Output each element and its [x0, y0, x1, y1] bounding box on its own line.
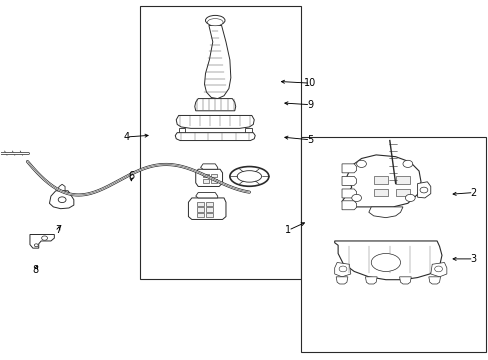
Text: 9: 9	[306, 100, 313, 110]
Polygon shape	[341, 164, 356, 173]
Text: 10: 10	[304, 78, 316, 88]
Bar	[206, 207, 213, 212]
Bar	[211, 174, 217, 177]
Circle shape	[405, 194, 414, 202]
Polygon shape	[194, 99, 235, 111]
Polygon shape	[335, 277, 347, 284]
Bar	[196, 202, 203, 206]
Polygon shape	[334, 262, 350, 277]
Polygon shape	[204, 26, 230, 99]
Circle shape	[34, 244, 38, 247]
Text: 6: 6	[128, 171, 134, 181]
Text: 2: 2	[469, 188, 476, 198]
Polygon shape	[178, 129, 184, 133]
Polygon shape	[195, 193, 217, 198]
Polygon shape	[195, 169, 222, 186]
Text: 7: 7	[55, 225, 61, 235]
Bar	[395, 176, 409, 184]
Polygon shape	[368, 207, 402, 218]
Bar	[203, 179, 208, 183]
Ellipse shape	[205, 15, 224, 26]
Polygon shape	[430, 262, 446, 277]
Text: 4: 4	[123, 132, 129, 142]
Text: 8: 8	[33, 265, 39, 275]
Polygon shape	[341, 201, 356, 210]
Circle shape	[41, 236, 47, 240]
Ellipse shape	[207, 19, 223, 26]
Polygon shape	[365, 277, 376, 284]
Circle shape	[58, 197, 66, 203]
Bar	[373, 176, 387, 184]
Polygon shape	[428, 277, 440, 284]
Bar	[211, 179, 217, 183]
Text: 5: 5	[306, 135, 313, 145]
Text: 1: 1	[285, 225, 291, 235]
Polygon shape	[341, 176, 356, 185]
Polygon shape	[176, 116, 254, 129]
Circle shape	[419, 187, 427, 193]
Polygon shape	[188, 198, 225, 220]
Bar	[140, 6, 300, 279]
Polygon shape	[399, 277, 410, 284]
Polygon shape	[341, 155, 420, 207]
Text: 3: 3	[469, 254, 476, 264]
Polygon shape	[30, 234, 54, 248]
Ellipse shape	[229, 167, 268, 186]
Circle shape	[434, 266, 442, 272]
Polygon shape	[49, 191, 74, 209]
Circle shape	[338, 266, 346, 272]
Bar	[300, 137, 485, 352]
Bar	[196, 207, 203, 212]
Ellipse shape	[237, 171, 261, 182]
Bar	[373, 189, 387, 196]
Polygon shape	[200, 164, 217, 169]
Polygon shape	[341, 189, 356, 198]
Polygon shape	[417, 182, 430, 198]
Polygon shape	[245, 129, 251, 133]
Bar	[206, 213, 213, 217]
Polygon shape	[57, 184, 65, 191]
Circle shape	[356, 160, 366, 167]
Bar	[206, 202, 213, 206]
Polygon shape	[334, 241, 441, 280]
Bar	[203, 174, 208, 177]
Bar	[196, 213, 203, 217]
Circle shape	[351, 194, 361, 202]
Circle shape	[402, 160, 412, 167]
Bar	[395, 189, 409, 196]
Polygon shape	[175, 133, 255, 140]
Ellipse shape	[370, 253, 400, 271]
